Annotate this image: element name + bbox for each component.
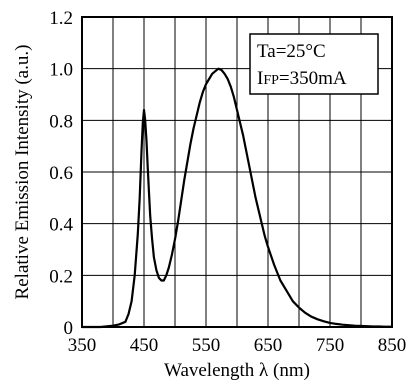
y-tick-label: 0.8	[49, 111, 73, 132]
x-tick-label: 450	[130, 335, 159, 356]
y-tick-label: 0.6	[49, 163, 73, 184]
x-tick-label: 650	[254, 335, 283, 356]
legend-current-sub: FP	[263, 73, 279, 88]
x-tick-label: 850	[378, 335, 407, 356]
y-axis-title: Relative Emission Intensity (a.u.)	[12, 45, 33, 300]
legend-temperature: Ta=25°C	[257, 41, 326, 62]
x-tick-label: 750	[316, 335, 345, 356]
plot-frame	[81, 16, 393, 328]
y-tick-label: 1.0	[49, 60, 73, 81]
y-tick-labels: 0 0.2 0.4 0.6 0.8 1.0 1.2	[49, 8, 73, 339]
x-axis-title: Wavelength λ (nm)	[164, 360, 310, 381]
legend-current-rest: =350mA	[279, 68, 347, 89]
x-tick-label: 550	[192, 335, 221, 356]
y-tick-label: 0	[64, 318, 74, 339]
y-tick-label: 1.2	[49, 8, 73, 29]
legend-current: IFP=350mA	[257, 68, 347, 89]
y-tick-label: 0.2	[49, 266, 73, 287]
x-tick-label: 350	[68, 335, 97, 356]
legend-current-main: I	[257, 68, 263, 89]
legend-box: Ta=25°C IFP=350mA	[249, 33, 379, 95]
series-line	[82, 67, 392, 329]
x-tick-labels: 350 450 550 650 750 850	[68, 335, 407, 356]
y-tick-label: 0.4	[49, 215, 73, 236]
